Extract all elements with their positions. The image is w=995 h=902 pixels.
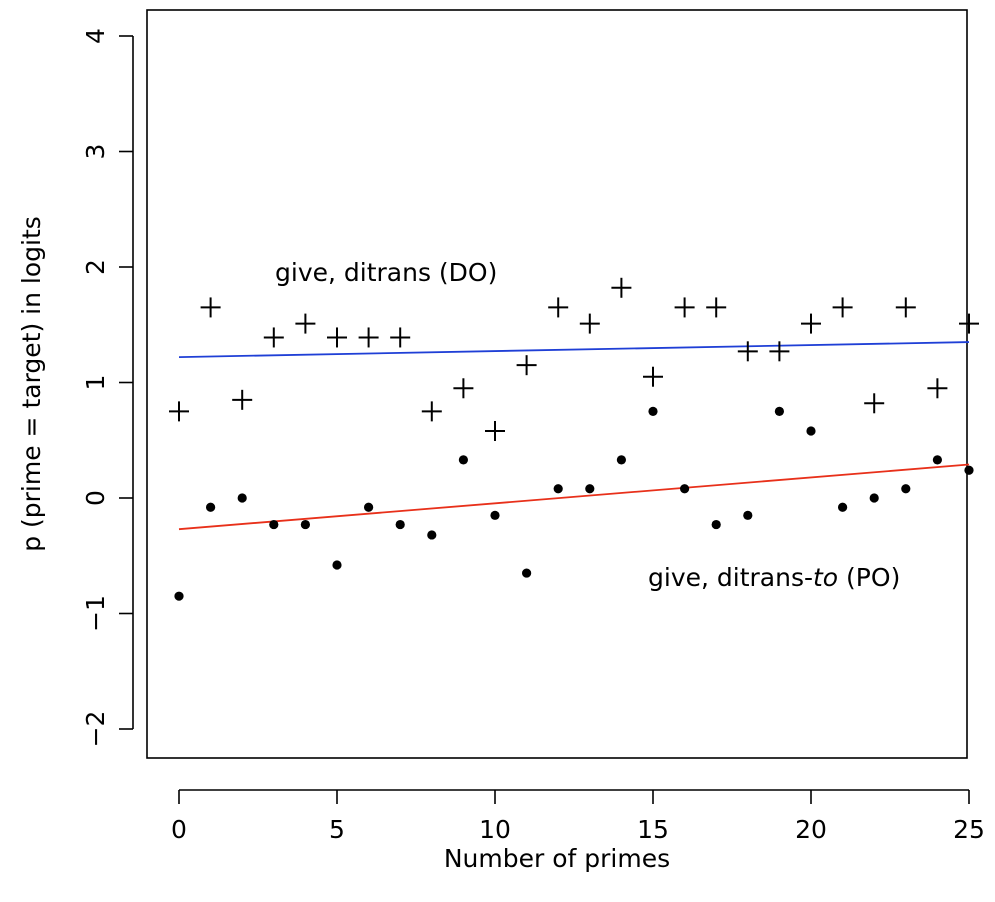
point-dot <box>806 426 815 435</box>
point-dot <box>364 503 373 512</box>
y-axis-label: p (prime = target) in logits <box>17 216 46 552</box>
y-tick-label: 3 <box>81 144 110 160</box>
x-tick-label: 5 <box>329 815 345 844</box>
point-dot <box>775 407 784 416</box>
point-dot <box>522 568 531 577</box>
y-tick-label: 1 <box>81 375 110 391</box>
point-dot <box>617 455 626 464</box>
x-tick-label: 0 <box>171 815 187 844</box>
x-tick-label: 15 <box>637 815 669 844</box>
legend-label-po-part1: give, ditrans- <box>648 563 813 592</box>
point-dot <box>585 484 594 493</box>
point-dot <box>269 520 278 529</box>
point-dot <box>459 455 468 464</box>
legend-label-po: give, ditrans-to (PO) <box>648 563 900 592</box>
legend-label-do: give, ditrans (DO) <box>275 258 497 287</box>
point-dot <box>743 511 752 520</box>
y-tick-label: −2 <box>81 711 110 748</box>
point-dot <box>838 503 847 512</box>
point-dot <box>396 520 405 529</box>
point-dot <box>933 455 942 464</box>
y-tick-label: 4 <box>81 28 110 44</box>
x-axis-label: Number of primes <box>444 844 670 873</box>
point-dot <box>174 592 183 601</box>
legend-label-po-part2: to <box>813 563 838 592</box>
x-tick-label: 20 <box>795 815 827 844</box>
y-tick-label: 0 <box>81 490 110 506</box>
point-dot <box>206 503 215 512</box>
point-dot <box>301 520 310 529</box>
point-dot <box>870 493 879 502</box>
x-tick-label: 25 <box>953 815 985 844</box>
point-dot <box>712 520 721 529</box>
point-dot <box>901 484 910 493</box>
point-dot <box>648 407 657 416</box>
point-dot <box>554 484 563 493</box>
point-dot <box>680 484 689 493</box>
x-tick-label: 10 <box>479 815 511 844</box>
point-dot <box>427 530 436 539</box>
legend-label-po-part3: (PO) <box>838 563 900 592</box>
point-dot <box>332 560 341 569</box>
point-dot <box>964 466 973 475</box>
y-tick-label: 2 <box>81 259 110 275</box>
point-dot <box>238 493 247 502</box>
y-tick-label: −1 <box>81 595 110 632</box>
point-dot <box>490 511 499 520</box>
